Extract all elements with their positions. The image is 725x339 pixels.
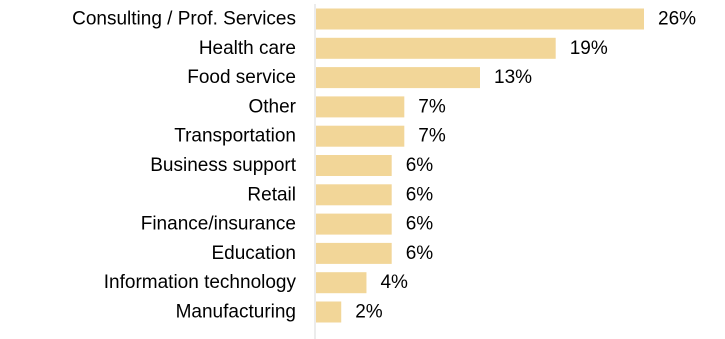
value-label: 19% xyxy=(570,38,608,59)
bar xyxy=(316,155,392,176)
value-label: 26% xyxy=(658,9,696,30)
value-label: 6% xyxy=(406,184,434,205)
category-label: Food service xyxy=(187,67,296,88)
bar xyxy=(316,37,556,59)
value-label: 6% xyxy=(406,155,434,176)
bar xyxy=(316,272,367,294)
category-label: Retail xyxy=(247,184,296,205)
category-label: Manufacturing xyxy=(176,302,296,323)
value-label: 13% xyxy=(494,67,532,88)
category-label: Information technology xyxy=(104,272,297,293)
bar xyxy=(316,301,342,323)
value-label: 2% xyxy=(355,302,383,323)
bars-group xyxy=(316,8,644,323)
bar xyxy=(316,8,644,30)
value-label: 7% xyxy=(418,96,446,117)
category-labels-group: Consulting / Prof. Services Health care Fo… xyxy=(72,9,297,323)
category-label: Other xyxy=(248,96,296,117)
bar xyxy=(316,213,392,235)
bar xyxy=(316,125,405,147)
value-label: 7% xyxy=(418,126,446,147)
value-label: 6% xyxy=(406,214,434,235)
value-label: 6% xyxy=(406,243,434,264)
bar xyxy=(316,96,405,118)
category-label: Health care xyxy=(199,38,296,59)
category-label: Consulting / Prof. Services xyxy=(72,9,296,30)
bar xyxy=(316,242,392,264)
bar xyxy=(316,184,392,206)
category-label: Transportation xyxy=(174,126,296,147)
value-label: 4% xyxy=(380,272,408,293)
bar xyxy=(316,67,480,89)
value-labels-group: 26% 19% 13% 7% 7% 6% 6% 6% 6% 4% 2% xyxy=(355,9,696,323)
category-label: Finance/insurance xyxy=(141,214,296,235)
category-label: Education xyxy=(211,243,296,264)
category-label: Business support xyxy=(150,155,296,176)
